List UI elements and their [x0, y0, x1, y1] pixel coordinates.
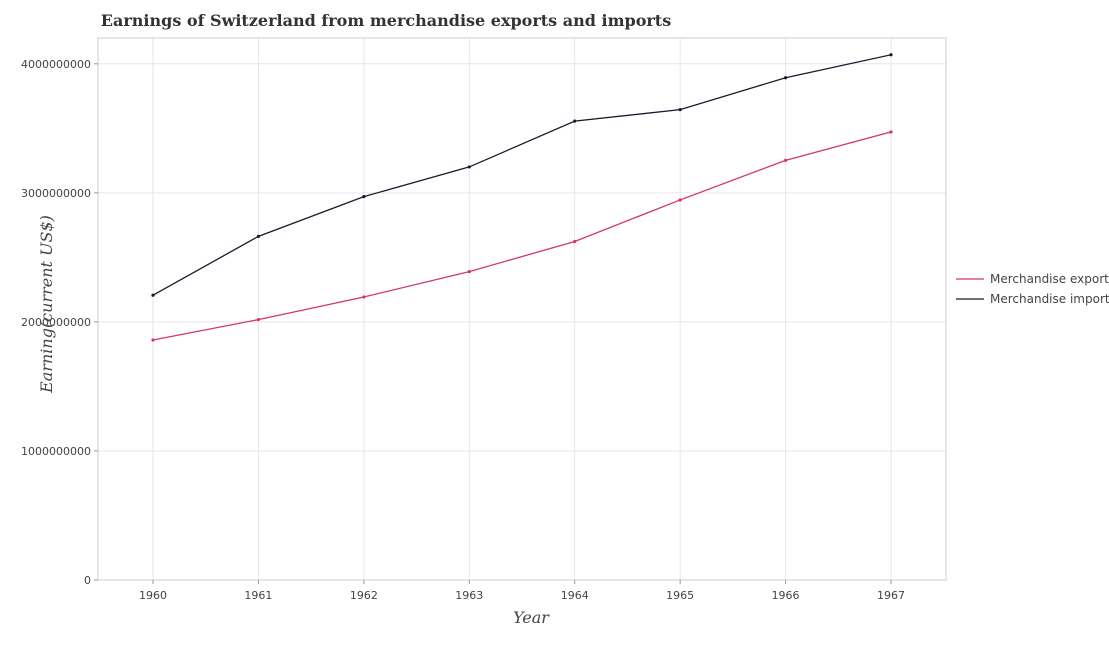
- x-tick-label: 1966: [772, 589, 800, 602]
- legend-label: Merchandise exports: [990, 272, 1109, 286]
- data-point: [889, 53, 893, 57]
- x-tick-label: 1961: [244, 589, 272, 602]
- y-axis-title: Earning(current US$): [37, 215, 56, 394]
- data-point: [256, 234, 261, 238]
- x-tick-label: 1965: [666, 589, 694, 602]
- data-point: [889, 130, 893, 134]
- y-tick-label: 4000000000: [21, 58, 91, 71]
- plot-frame: [97, 37, 947, 581]
- grid: [98, 38, 946, 581]
- x-tick-label: 1963: [455, 589, 483, 602]
- series-line: [152, 54, 892, 296]
- x-tick-label: 1967: [877, 589, 905, 602]
- series-line: [152, 131, 892, 341]
- data-point: [783, 158, 788, 162]
- y-tick-label: 1000000000: [21, 445, 91, 458]
- x-axis-ticks: 1960 1961 1962 1963 1964 1965 1966 1967: [139, 580, 905, 602]
- x-axis-title: Year: [513, 608, 550, 627]
- y-axis-ticks: 0 1000000000 2000000000 3000000000 400000000…: [21, 58, 98, 587]
- legend-item: Merchandise imports: [956, 292, 1109, 306]
- data-point: [783, 76, 788, 80]
- data-point: [151, 338, 155, 342]
- y-tick-label: 2000000000: [21, 316, 91, 329]
- data-point: [256, 317, 261, 322]
- x-tick-label: 1964: [561, 589, 589, 602]
- y-tick-label: 0: [84, 574, 91, 587]
- y-tick-label: 3000000000: [21, 187, 91, 200]
- data-point: [573, 239, 577, 244]
- data-point: [678, 198, 682, 202]
- series-exports: [151, 130, 893, 342]
- series-imports: [151, 53, 893, 297]
- data-point: [151, 293, 155, 297]
- chart-title: Earnings of Switzerland from merchandise…: [101, 11, 671, 30]
- data-point: [573, 119, 577, 123]
- data-point: [467, 269, 471, 274]
- legend: Merchandise exports Merchandise imports: [956, 272, 1109, 306]
- x-tick-label: 1960: [139, 589, 167, 602]
- data-point: [678, 108, 682, 112]
- series-layer: [151, 53, 893, 342]
- data-point: [362, 194, 366, 199]
- data-point: [467, 165, 471, 169]
- data-point: [362, 295, 366, 299]
- x-tick-label: 1962: [350, 589, 378, 602]
- legend-item: Merchandise exports: [956, 272, 1109, 286]
- legend-label: Merchandise imports: [990, 292, 1109, 306]
